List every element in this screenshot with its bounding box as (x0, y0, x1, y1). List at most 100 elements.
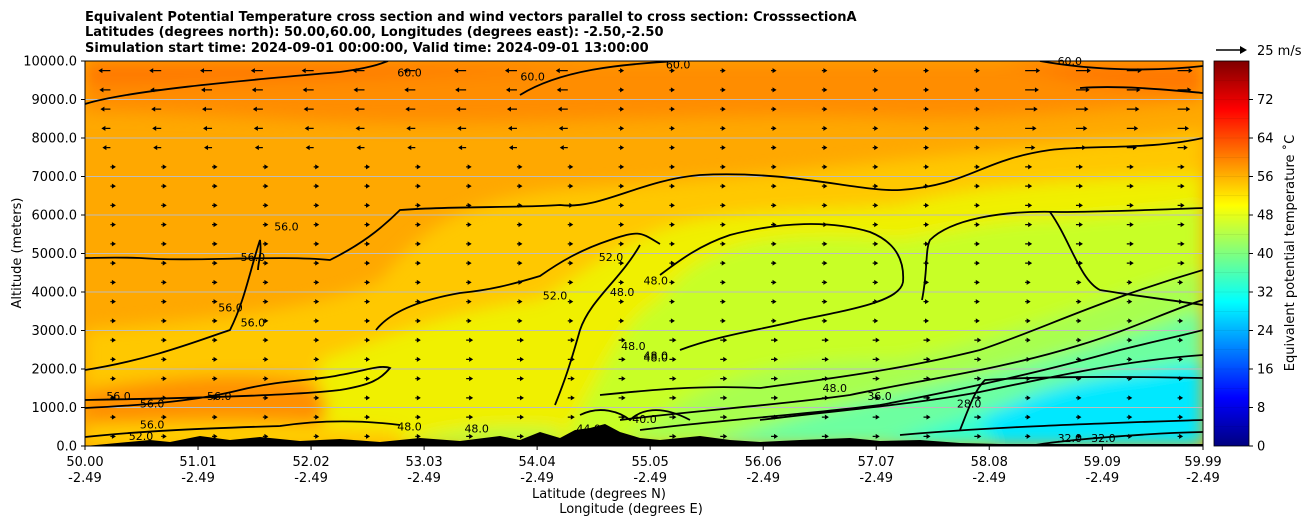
wind-vector-head (416, 356, 421, 362)
wind-vector-head (620, 106, 625, 112)
wind-vector-head (569, 202, 574, 208)
wind-vector-head (366, 395, 370, 401)
wind-vector-head (721, 318, 726, 324)
wind-vector-head (823, 279, 828, 285)
wind-vector-head (100, 106, 105, 112)
wind-vector-head (672, 356, 677, 362)
wind-vector-head (352, 68, 357, 74)
wind-vector-head (504, 68, 509, 74)
wind-vector-head (569, 241, 574, 247)
wind-vector-head (975, 299, 980, 305)
wind-vector-head (1033, 106, 1038, 112)
wind-vector-head (977, 414, 982, 420)
contour-label: 32.0 (1058, 432, 1083, 445)
wind-vector-head (1026, 356, 1031, 362)
wind-vector-head (1077, 395, 1082, 401)
wind-vector-head (1180, 164, 1185, 170)
wind-vector-head (111, 260, 116, 266)
wind-vector-head (774, 414, 779, 420)
wind-vector-head (874, 241, 879, 247)
wind-vector-head (253, 125, 258, 131)
wind-vector-head (925, 202, 929, 208)
x-tick-label-lon: -2.49 (746, 471, 780, 486)
y-tick-label: 9000.0 (32, 93, 78, 108)
wind-vector-head (1077, 433, 1082, 439)
wind-vector-head (1179, 356, 1184, 362)
wind-vector-head (102, 145, 107, 151)
x-tick-label-lat: 58.08 (971, 455, 1008, 470)
wind-vector-head (416, 376, 421, 382)
wind-vector-head (823, 183, 828, 189)
wind-vector-head (723, 337, 728, 343)
wind-vector-head (1129, 164, 1134, 170)
wind-vector-head (569, 299, 574, 305)
wind-vector-head (977, 433, 982, 439)
y-tick-label: 1000.0 (32, 401, 78, 416)
colorbar-ticks: 0 8 16 24 32 40 48 56 64 72 (1214, 60, 1274, 455)
contour-60 (85, 61, 389, 105)
wind-vector-head (416, 222, 421, 228)
wind-vector-head (772, 241, 777, 247)
wind-vector-head (467, 202, 472, 208)
wind-vector-head (1186, 106, 1191, 112)
contour-56-left (85, 239, 262, 371)
wind-vector-head (670, 222, 675, 228)
y-tick-label: 10000.0 (23, 55, 77, 70)
wind-vector-head (570, 414, 575, 420)
wind-vector-head (1028, 260, 1033, 266)
wind-vector-head (213, 279, 218, 285)
chart-title-line-3: Simulation start time: 2024-09-01 00:00:… (85, 41, 649, 56)
wind-vector-head (721, 241, 726, 247)
wind-vector-head (570, 433, 575, 439)
wind-vector-head (620, 260, 625, 266)
wind-vector-head (519, 395, 524, 401)
wind-vector-head (315, 433, 320, 439)
colorbar-tick-label: 48 (1257, 209, 1274, 224)
x-tick-label-lon: -2.49 (294, 471, 328, 486)
wind-vector-head (874, 222, 879, 228)
wind-vector-head (1082, 145, 1087, 151)
wind-vector-head (213, 299, 218, 305)
wind-vector-head (824, 337, 829, 343)
contour-label: 52.0 (129, 430, 154, 443)
wind-vector-head (315, 202, 320, 208)
wind-vector-head (925, 183, 929, 189)
y-tick-label: 8000.0 (32, 132, 78, 147)
wind-vector-head (416, 414, 421, 420)
wind-vector-head (1085, 87, 1090, 93)
wind-vector-head (926, 395, 931, 401)
wind-vector-head (672, 414, 677, 420)
wind-vector-head (1128, 279, 1133, 285)
x-tick-label-lat: 59.09 (1084, 455, 1121, 470)
wind-vector-head (772, 222, 777, 228)
quiver-key-label: 25 m/s (1257, 44, 1302, 59)
x-tick-label-lat: 54.04 (519, 455, 556, 470)
wind-vector-head (519, 337, 524, 343)
wind-vector-head (366, 279, 370, 285)
wind-vector-head (875, 414, 880, 420)
wind-vector-head (620, 279, 625, 285)
wind-vector-head (213, 337, 218, 343)
wind-vector-head (721, 87, 726, 93)
wind-vector-head (670, 318, 675, 324)
wind-vector-head (204, 145, 209, 151)
wind-vector-head (1078, 183, 1083, 189)
contour-label: 48.0 (610, 286, 635, 299)
wind-vector-head (1129, 183, 1134, 189)
wind-vector-head (975, 106, 980, 112)
colorbar-tick-label: 24 (1257, 324, 1274, 339)
wind-vector-head (315, 414, 320, 420)
wind-vector-head (162, 222, 167, 228)
wind-vector-head (111, 164, 116, 170)
wind-vector-head (507, 125, 512, 131)
wind-vector-head (264, 202, 269, 208)
contour-label: 60.0 (666, 59, 691, 72)
wind-vector-head (721, 299, 726, 305)
wind-vector-head (1026, 279, 1031, 285)
wind-vector-head (518, 279, 523, 285)
wind-vector-head (416, 183, 421, 189)
wind-vector-head (1077, 337, 1082, 343)
wind-vector-head (721, 279, 726, 285)
wind-vector-head (111, 241, 116, 247)
terrain (85, 424, 1203, 446)
